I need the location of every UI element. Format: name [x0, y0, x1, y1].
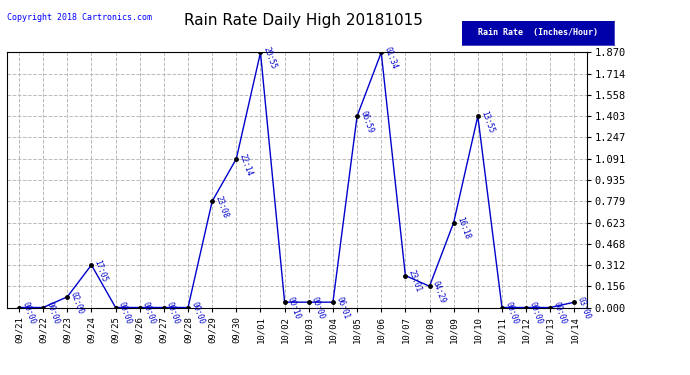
Text: 20:55: 20:55	[262, 46, 278, 71]
Text: 00:00: 00:00	[165, 301, 181, 326]
Text: 01:34: 01:34	[382, 46, 399, 71]
Text: 00:00: 00:00	[310, 296, 326, 321]
Text: 23:01: 23:01	[406, 269, 423, 294]
Text: Rain Rate  (Inches/Hour): Rain Rate (Inches/Hour)	[478, 28, 598, 38]
Text: 00:00: 00:00	[44, 301, 61, 326]
Text: 17:05: 17:05	[92, 258, 109, 283]
Text: 03:00: 03:00	[575, 296, 592, 321]
Text: 06:01: 06:01	[334, 296, 351, 321]
Text: 22:14: 22:14	[237, 152, 254, 177]
Text: 00:10: 00:10	[286, 296, 302, 321]
Text: 13:55: 13:55	[479, 110, 495, 135]
Text: 16:18: 16:18	[455, 216, 471, 241]
Text: Copyright 2018 Cartronics.com: Copyright 2018 Cartronics.com	[7, 13, 152, 22]
Text: 00:00: 00:00	[189, 301, 206, 326]
Text: 00:00: 00:00	[503, 301, 520, 326]
Text: 02:00: 02:00	[68, 290, 85, 315]
Text: Rain Rate Daily High 20181015: Rain Rate Daily High 20181015	[184, 13, 423, 28]
Text: 00:00: 00:00	[527, 301, 544, 326]
Text: 00:00: 00:00	[117, 301, 133, 326]
Text: 04:29: 04:29	[431, 280, 447, 304]
Text: 00:00: 00:00	[20, 301, 37, 326]
Text: 23:08: 23:08	[213, 195, 230, 220]
Text: 06:59: 06:59	[358, 110, 375, 135]
Text: 00:00: 00:00	[141, 301, 157, 326]
Text: 00:00: 00:00	[551, 301, 568, 326]
